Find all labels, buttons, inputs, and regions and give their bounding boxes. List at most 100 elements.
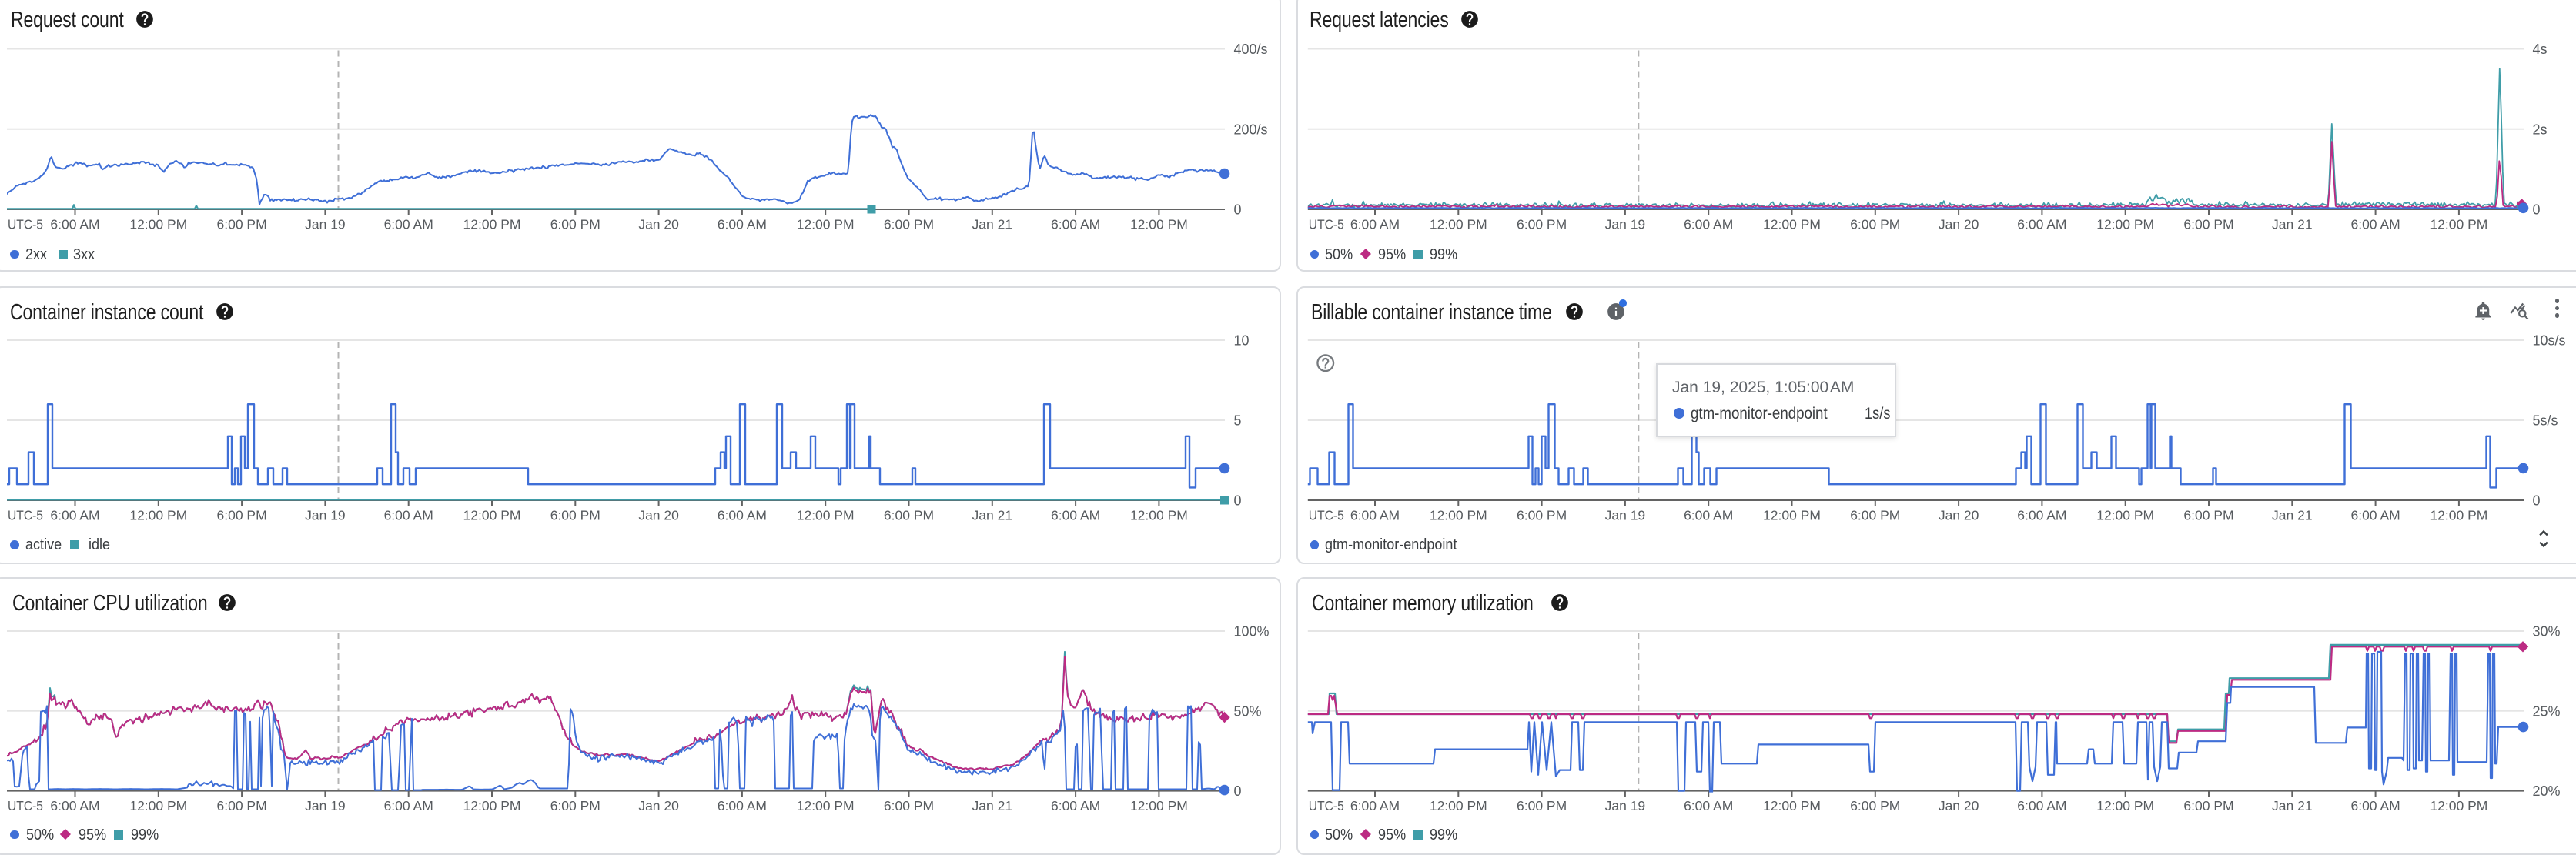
svg-text:6:00 AM: 6:00 AM — [2350, 217, 2400, 232]
svg-text:6:00 AM: 6:00 AM — [384, 508, 433, 523]
svg-text:Jan 19: Jan 19 — [1605, 217, 1646, 232]
svg-text:12:00 PM: 12:00 PM — [1763, 508, 1821, 523]
svg-text:12:00 PM: 12:00 PM — [2430, 798, 2487, 813]
svg-text:12:00 PM: 12:00 PM — [1130, 798, 1188, 813]
svg-text:25%: 25% — [2533, 703, 2561, 719]
svg-text:6:00 PM: 6:00 PM — [2183, 508, 2233, 523]
svg-text:6:00 AM: 6:00 AM — [2017, 508, 2066, 523]
svg-text:Jan 20: Jan 20 — [638, 508, 679, 523]
svg-text:5: 5 — [1234, 413, 1242, 429]
svg-text:UTC-5: UTC-5 — [1309, 508, 1344, 523]
svg-text:6:00 PM: 6:00 PM — [1850, 508, 1900, 523]
svg-text:Jan 21: Jan 21 — [2272, 508, 2313, 523]
svg-text:6:00 AM: 6:00 AM — [1350, 217, 1400, 232]
svg-text:Jan 19: Jan 19 — [305, 508, 346, 523]
svg-text:6:00 AM: 6:00 AM — [2017, 217, 2066, 232]
svg-text:6:00 AM: 6:00 AM — [1051, 798, 1100, 813]
svg-text:6:00 AM: 6:00 AM — [1051, 508, 1100, 523]
svg-text:Jan 19: Jan 19 — [305, 798, 346, 813]
svg-text:UTC-5: UTC-5 — [8, 217, 43, 232]
svg-text:4s: 4s — [2533, 42, 2548, 57]
svg-text:6:00 PM: 6:00 PM — [1517, 217, 1567, 232]
svg-text:12:00 PM: 12:00 PM — [1430, 508, 1487, 523]
svg-text:Jan 20: Jan 20 — [638, 798, 679, 813]
svg-text:6:00 AM: 6:00 AM — [1051, 217, 1100, 232]
svg-text:Jan 19: Jan 19 — [1605, 508, 1646, 523]
svg-text:12:00 PM: 12:00 PM — [129, 798, 187, 813]
svg-text:12:00 PM: 12:00 PM — [2430, 508, 2487, 523]
svg-text:UTC-5: UTC-5 — [1309, 217, 1344, 232]
svg-text:6:00 AM: 6:00 AM — [1684, 508, 1733, 523]
svg-text:Jan 20: Jan 20 — [1939, 508, 1979, 523]
svg-text:6:00 PM: 6:00 PM — [217, 798, 267, 813]
svg-text:2s: 2s — [2533, 122, 2548, 137]
svg-text:0: 0 — [1234, 783, 1242, 799]
svg-text:Jan 21: Jan 21 — [2272, 217, 2313, 232]
svg-text:6:00 AM: 6:00 AM — [1684, 217, 1733, 232]
svg-text:Jan 21: Jan 21 — [972, 508, 1013, 523]
svg-text:30%: 30% — [2533, 624, 2561, 640]
svg-text:6:00 AM: 6:00 AM — [2017, 798, 2066, 813]
svg-text:Jan 19: Jan 19 — [305, 217, 346, 232]
svg-text:6:00 AM: 6:00 AM — [718, 798, 767, 813]
svg-text:0: 0 — [2533, 202, 2541, 218]
svg-text:12:00 PM: 12:00 PM — [1763, 217, 1821, 232]
svg-text:12:00 PM: 12:00 PM — [2096, 798, 2154, 813]
svg-text:6:00 PM: 6:00 PM — [884, 798, 934, 813]
svg-text:Jan 20: Jan 20 — [1939, 217, 1979, 232]
svg-text:100%: 100% — [1234, 624, 1270, 640]
svg-text:12:00 PM: 12:00 PM — [129, 217, 187, 232]
svg-text:6:00 AM: 6:00 AM — [718, 508, 767, 523]
svg-text:12:00 PM: 12:00 PM — [2096, 508, 2154, 523]
svg-text:6:00 AM: 6:00 AM — [50, 217, 99, 232]
svg-text:12:00 PM: 12:00 PM — [2430, 217, 2487, 232]
svg-text:12:00 PM: 12:00 PM — [1130, 217, 1188, 232]
svg-text:6:00 AM: 6:00 AM — [384, 217, 433, 232]
svg-text:6:00 AM: 6:00 AM — [50, 798, 99, 813]
svg-text:6:00 PM: 6:00 PM — [1517, 798, 1567, 813]
svg-text:Jan 21: Jan 21 — [972, 798, 1013, 813]
svg-text:6:00 PM: 6:00 PM — [884, 508, 934, 523]
svg-text:Jan 20: Jan 20 — [1939, 798, 1979, 813]
svg-text:Jan 20: Jan 20 — [638, 217, 679, 232]
svg-text:6:00 PM: 6:00 PM — [2183, 217, 2233, 232]
svg-text:6:00 PM: 6:00 PM — [217, 508, 267, 523]
svg-text:12:00 PM: 12:00 PM — [463, 798, 521, 813]
svg-text:6:00 PM: 6:00 PM — [550, 217, 601, 232]
svg-text:12:00 PM: 12:00 PM — [463, 508, 521, 523]
svg-text:12:00 PM: 12:00 PM — [797, 798, 855, 813]
svg-text:200/s: 200/s — [1234, 122, 1268, 137]
svg-text:12:00 PM: 12:00 PM — [1430, 217, 1487, 232]
svg-text:6:00 AM: 6:00 AM — [2350, 508, 2400, 523]
svg-text:Jan 21: Jan 21 — [972, 217, 1013, 232]
svg-text:UTC-5: UTC-5 — [8, 508, 43, 523]
svg-text:20%: 20% — [2533, 783, 2561, 799]
svg-text:5s/s: 5s/s — [2533, 413, 2558, 429]
svg-text:6:00 PM: 6:00 PM — [1517, 508, 1567, 523]
svg-text:0: 0 — [1234, 202, 1242, 218]
svg-text:6:00 AM: 6:00 AM — [1684, 798, 1733, 813]
svg-text:10: 10 — [1234, 333, 1250, 349]
svg-text:6:00 PM: 6:00 PM — [1850, 798, 1900, 813]
svg-text:6:00 PM: 6:00 PM — [217, 217, 267, 232]
svg-text:12:00 PM: 12:00 PM — [2096, 217, 2154, 232]
svg-text:6:00 AM: 6:00 AM — [50, 508, 99, 523]
svg-text:0: 0 — [2533, 493, 2541, 509]
svg-text:6:00 PM: 6:00 PM — [550, 798, 601, 813]
svg-text:UTC-5: UTC-5 — [8, 798, 43, 813]
svg-text:12:00 PM: 12:00 PM — [797, 217, 855, 232]
svg-text:10s/s: 10s/s — [2533, 333, 2566, 349]
svg-text:Jan 21: Jan 21 — [2272, 798, 2313, 813]
svg-text:12:00 PM: 12:00 PM — [1763, 798, 1821, 813]
svg-text:6:00 AM: 6:00 AM — [2350, 798, 2400, 813]
svg-text:6:00 PM: 6:00 PM — [1850, 217, 1900, 232]
svg-text:400/s: 400/s — [1234, 42, 1268, 57]
svg-text:12:00 PM: 12:00 PM — [797, 508, 855, 523]
svg-text:Jan 19: Jan 19 — [1605, 798, 1646, 813]
svg-text:12:00 PM: 12:00 PM — [1430, 798, 1487, 813]
svg-text:6:00 AM: 6:00 AM — [1350, 508, 1400, 523]
svg-text:50%: 50% — [1234, 703, 1262, 719]
svg-text:UTC-5: UTC-5 — [1309, 798, 1344, 813]
svg-text:6:00 AM: 6:00 AM — [384, 798, 433, 813]
svg-text:6:00 PM: 6:00 PM — [884, 217, 934, 232]
